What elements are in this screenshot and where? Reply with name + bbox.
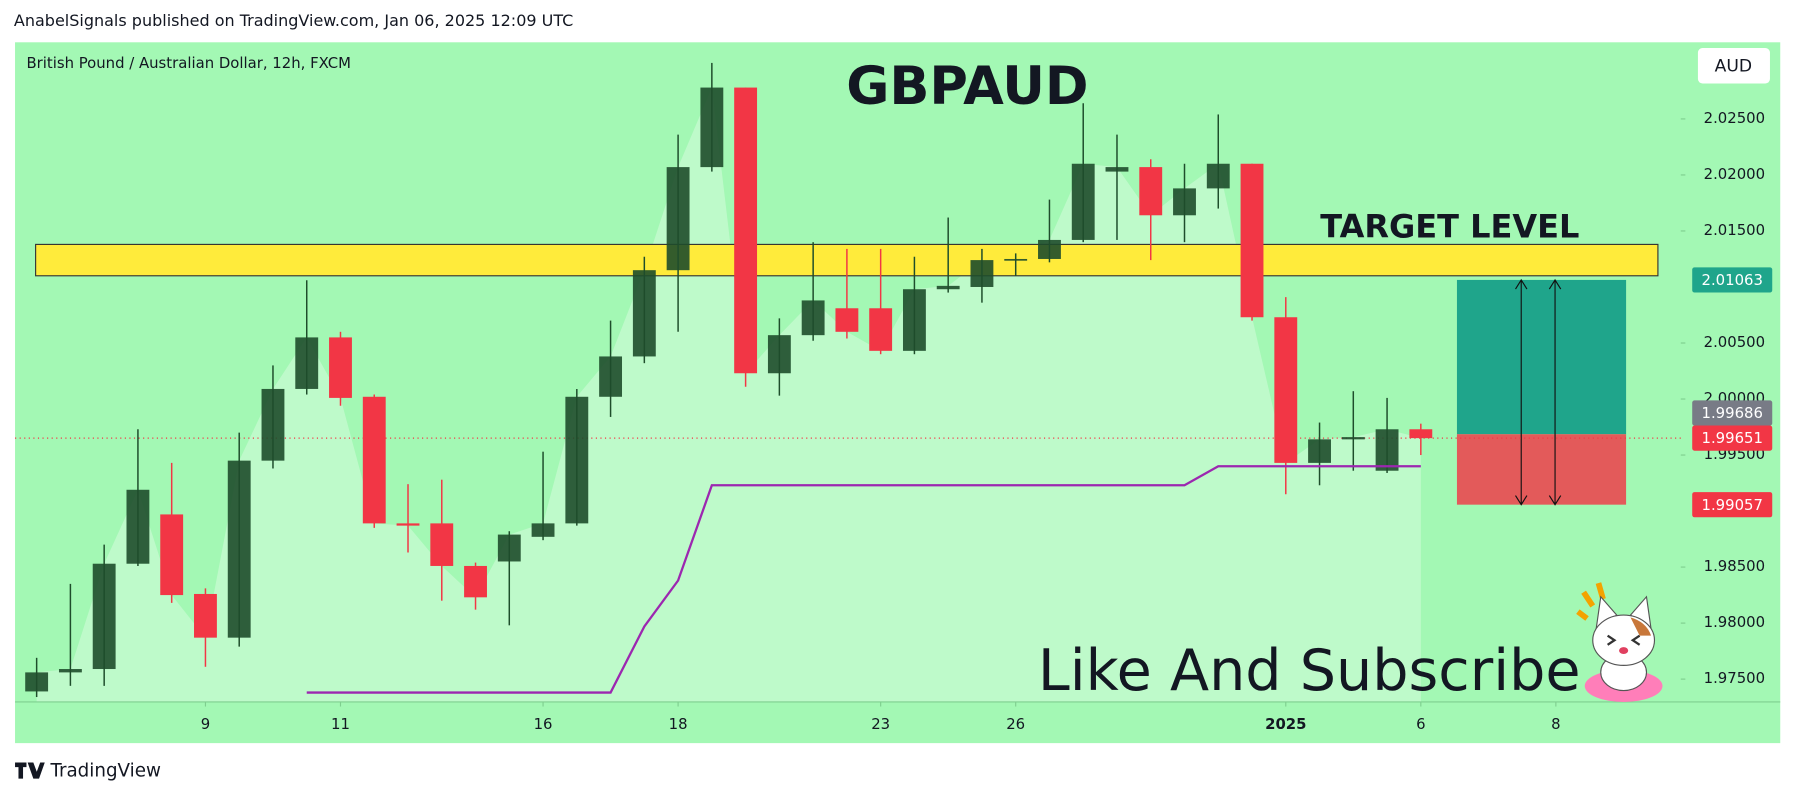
eyes	[1606, 634, 1641, 646]
candle-body	[1308, 439, 1331, 463]
x-tick-label: 8	[1551, 715, 1560, 733]
price-label: 2.01063	[1702, 271, 1763, 289]
sparkle	[1576, 582, 1606, 621]
chart-title: GBPAUD	[846, 56, 1088, 117]
candle-body	[902, 289, 926, 351]
x-tick-label: 2025	[1265, 715, 1306, 733]
tv-logo	[15, 762, 45, 779]
candle-body	[565, 396, 589, 524]
annotation: Like And Subscribe	[1038, 638, 1581, 704]
x-tick-label: 11	[331, 715, 350, 733]
mouth	[1619, 647, 1629, 654]
candle-body	[194, 593, 217, 638]
close-area	[36, 87, 1421, 702]
candle-body	[531, 523, 555, 537]
x-tick-label: 6	[1416, 715, 1425, 733]
y-tick-label: 2.02500	[1704, 109, 1765, 127]
y-tick-label: 2.02000	[1704, 165, 1765, 183]
cat-sticker	[1576, 582, 1663, 702]
symbol-info: British Pound / Australian Dollar, 12h, …	[26, 54, 350, 72]
candle-body	[227, 460, 251, 638]
currency-button[interactable]	[1697, 48, 1770, 84]
trail-line	[306, 465, 1421, 694]
price-label: 1.99686	[1702, 404, 1763, 422]
candle-body	[160, 514, 184, 596]
x-tick-label: 16	[534, 715, 553, 733]
candle-body	[295, 337, 319, 389]
candle-body	[362, 396, 386, 524]
candle-body	[767, 335, 791, 374]
y-tick-label: 1.97500	[1704, 669, 1765, 687]
candle-body	[632, 270, 656, 357]
range-arrow	[1515, 278, 1528, 506]
price-label: 1.99057	[1702, 496, 1763, 514]
candle-body	[464, 565, 487, 598]
publish-header: AnabelSignals published on TradingView.c…	[14, 11, 573, 30]
patch	[1630, 617, 1652, 636]
x-tick-label: 9	[201, 715, 210, 733]
plot: TARGET LEVEL	[15, 62, 1681, 702]
candle-body	[92, 563, 116, 670]
candle-body	[1173, 188, 1196, 216]
y-tick-label: 2.00500	[1704, 333, 1765, 351]
candle-body	[1240, 163, 1264, 318]
candle-body	[25, 672, 49, 692]
candle-body	[599, 356, 623, 397]
candle-body	[700, 87, 724, 168]
candle-body	[329, 337, 352, 398]
candle-body	[58, 669, 82, 673]
y-tick-label: 1.98500	[1704, 557, 1765, 575]
target-label: TARGET LEVEL	[1320, 207, 1579, 245]
candle-body	[430, 523, 454, 566]
candle-body	[835, 308, 859, 332]
candle-body	[126, 489, 150, 564]
candle-body	[1274, 317, 1298, 463]
candle-body	[970, 260, 994, 287]
candle-body	[1038, 239, 1061, 259]
x-tick-label: 18	[669, 715, 688, 733]
head	[1592, 614, 1656, 666]
candle-body	[869, 308, 893, 351]
footer-brand: TradingView	[49, 761, 161, 782]
range-arrow	[1548, 278, 1562, 506]
candle-body	[396, 523, 420, 526]
candle-body	[1071, 163, 1095, 240]
candle-body	[1004, 258, 1028, 261]
candle-body	[1375, 429, 1399, 471]
candle-body	[1206, 163, 1230, 189]
profit-zone	[1456, 279, 1627, 435]
candle-body	[261, 388, 285, 461]
candle-body	[1341, 437, 1365, 440]
y-tick-label: 2.01500	[1704, 221, 1765, 239]
candle-body	[497, 534, 521, 562]
candle-body	[1139, 167, 1163, 216]
y-tick-label: 1.98000	[1704, 613, 1765, 631]
price-label-bg	[1692, 492, 1773, 518]
price-label: 1.99651	[1702, 429, 1763, 447]
loss-zone	[1456, 434, 1627, 505]
currency-label: AUD	[1715, 56, 1752, 76]
x-tick-label: 23	[871, 715, 890, 733]
candle-body	[734, 87, 758, 374]
candle-body	[1105, 167, 1129, 172]
candle-body	[1409, 429, 1433, 439]
price-label-bg	[1692, 267, 1773, 293]
candle-body	[666, 167, 690, 271]
price-label-bg	[1692, 400, 1773, 426]
x-tick-label: 26	[1006, 715, 1025, 733]
candle-body	[936, 285, 960, 290]
candle-body	[801, 300, 825, 336]
price-label-bg	[1692, 425, 1773, 451]
